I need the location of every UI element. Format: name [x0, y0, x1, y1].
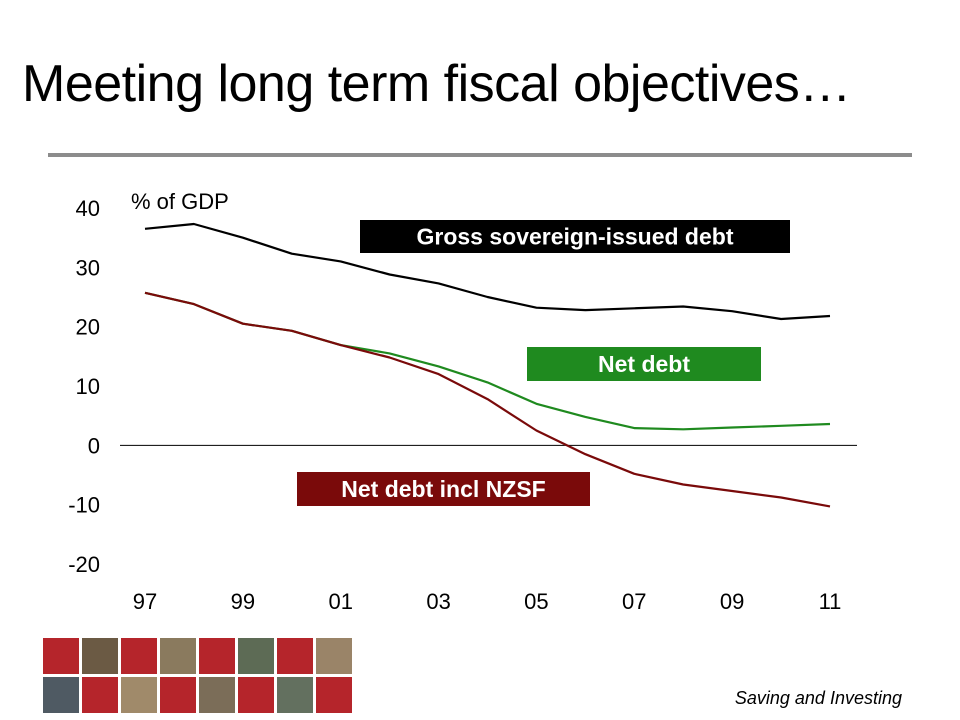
red-tile: [199, 638, 235, 674]
x-tick-label: 03: [426, 589, 450, 614]
net-debt-nzsf-label-text: Net debt incl NZSF: [341, 476, 545, 502]
photo-tile: [238, 638, 274, 674]
gross-debt-label-text: Gross sovereign-issued debt: [417, 224, 734, 250]
net-debt-label-text: Net debt: [598, 351, 690, 377]
net-debt-nzsf-line: [144, 291, 831, 508]
gross-debt-line: [144, 222, 831, 321]
red-tile: [316, 677, 352, 713]
y-tick-label: 30: [76, 255, 100, 280]
red-tile: [160, 677, 196, 713]
y-tick-label: 10: [76, 374, 100, 399]
x-tick-label: 05: [524, 589, 548, 614]
photo-strip-decoration: [43, 638, 353, 714]
x-tick-label: 09: [720, 589, 744, 614]
y-tick-label: -20: [68, 552, 100, 577]
debt-line-chart: 40 30 20 10 0 -10 -20 97 99 01 03 05 07 09 11 % of GDP G…: [68, 189, 857, 614]
photo-tile: [43, 677, 79, 713]
y-tick-label: 40: [76, 196, 100, 221]
red-tile: [121, 638, 157, 674]
photo-tile: [160, 638, 196, 674]
photo-tile: [316, 638, 352, 674]
red-tile: [238, 677, 274, 713]
photo-tile: [199, 677, 235, 713]
gross-debt-label-box: [360, 220, 790, 253]
footer-label: Saving and Investing: [734, 688, 902, 708]
x-tick-label: 07: [622, 589, 646, 614]
red-tile: [277, 638, 313, 674]
x-tick-label: 97: [133, 589, 157, 614]
net-debt-label-box: [527, 347, 761, 381]
photo-tile: [121, 677, 157, 713]
y-tick-label: 20: [76, 315, 100, 340]
title-divider: [48, 153, 912, 157]
photo-tile: [82, 638, 118, 674]
red-tile: [43, 638, 79, 674]
x-tick-label: 99: [231, 589, 255, 614]
y-axis-unit-label: % of GDP: [131, 189, 229, 214]
x-tick-label: 01: [328, 589, 352, 614]
y-tick-label: -10: [68, 493, 100, 518]
red-tile: [82, 677, 118, 713]
photo-tile: [277, 677, 313, 713]
x-tick-label: 11: [819, 589, 842, 614]
slide-title: Meeting long term fiscal objectives…: [22, 55, 851, 113]
net-debt-nzsf-label-box: [297, 472, 590, 506]
y-tick-label: 0: [88, 433, 100, 458]
